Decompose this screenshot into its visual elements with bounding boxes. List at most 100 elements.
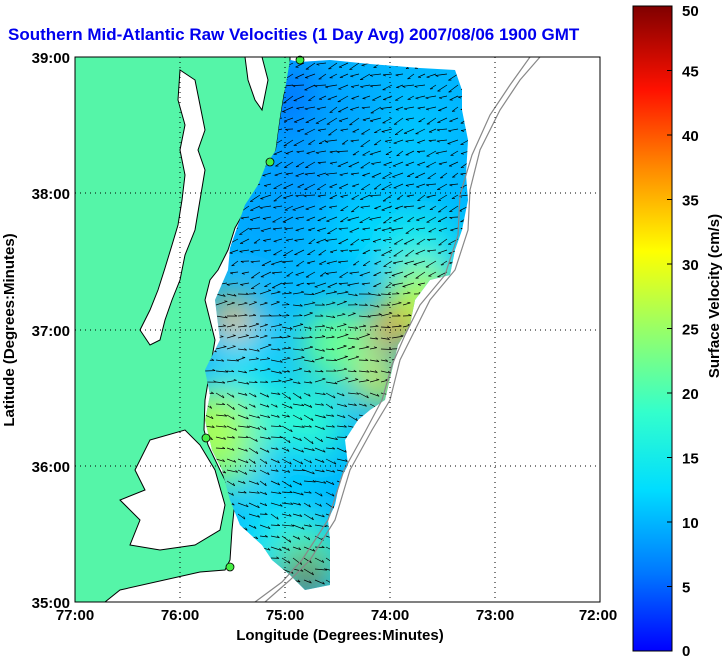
velocity-arrow-head xyxy=(321,545,325,548)
velocity-arrow xyxy=(374,128,382,134)
velocity-arrow xyxy=(383,238,393,241)
velocity-arrow-head xyxy=(304,108,308,111)
velocity-arrow-head xyxy=(312,301,316,304)
velocity-arrow xyxy=(437,216,448,222)
colorbar-gradient xyxy=(632,5,673,652)
velocity-arrow xyxy=(292,205,305,211)
velocity-arrow-head xyxy=(438,230,442,232)
velocity-arrow xyxy=(326,260,338,264)
velocity-arrow xyxy=(294,238,305,241)
velocity-arrow xyxy=(438,161,448,165)
velocity-arrow-head xyxy=(287,547,290,551)
velocity-arrow-head xyxy=(231,492,234,496)
velocity-arrow-head xyxy=(311,517,314,520)
velocity-arrow xyxy=(292,447,304,453)
velocity-arrow-head xyxy=(301,403,305,407)
velocity-arrow-head xyxy=(369,218,373,221)
velocity-arrow-head xyxy=(267,472,270,475)
velocity-arrow xyxy=(296,150,305,153)
velocity-arrow xyxy=(248,513,260,518)
colorbar-tick-label: 35 xyxy=(682,193,699,210)
velocity-arrow xyxy=(264,183,272,187)
velocity-arrow xyxy=(358,334,370,339)
velocity-arrow xyxy=(295,172,305,177)
velocity-arrow-head xyxy=(276,301,280,303)
velocity-arrow xyxy=(282,106,294,113)
velocity-arrow-head xyxy=(306,283,310,286)
velocity-arrow xyxy=(292,546,301,551)
velocity-arrow xyxy=(336,458,348,462)
velocity-arrow xyxy=(383,216,393,224)
velocity-arrow xyxy=(329,194,338,199)
velocity-arrow xyxy=(292,513,303,517)
velocity-arrow-head xyxy=(354,403,357,406)
velocity-arrow-head xyxy=(300,569,304,572)
velocity-arrow-head xyxy=(235,470,239,473)
velocity-arrow-head xyxy=(338,228,342,231)
velocity-arrow xyxy=(425,95,437,99)
velocity-arrow-head xyxy=(329,162,333,165)
velocity-arrow-head xyxy=(312,548,316,552)
velocity-arrow xyxy=(341,139,349,145)
velocity-arrow-head xyxy=(300,417,303,421)
velocity-arrow xyxy=(215,381,226,384)
velocity-arrow xyxy=(295,161,305,168)
velocity-arrow-head xyxy=(222,381,226,384)
velocity-arrow xyxy=(338,260,349,263)
velocity-arrow-head xyxy=(352,185,356,188)
velocity-arrow xyxy=(226,379,237,383)
velocity-arrow-head xyxy=(286,302,290,306)
velocity-arrow xyxy=(292,357,305,361)
velocity-arrow xyxy=(437,194,448,201)
velocity-arrow xyxy=(358,325,367,328)
velocity-arrow-head xyxy=(311,359,315,363)
velocity-arrow xyxy=(237,447,248,452)
velocity-arrow-head xyxy=(417,142,421,144)
velocity-arrow-head xyxy=(232,483,236,486)
velocity-arrow xyxy=(237,302,248,306)
velocity-arrow xyxy=(404,260,415,264)
velocity-arrow xyxy=(416,216,426,221)
velocity-arrow xyxy=(336,368,347,372)
velocity-arrow xyxy=(292,414,303,421)
velocity-arrow xyxy=(448,161,459,167)
velocity-arrow-head xyxy=(333,395,336,399)
velocity-arrow xyxy=(336,291,349,295)
velocity-arrow xyxy=(305,205,316,210)
velocity-arrow-head xyxy=(460,173,464,176)
velocity-arrow xyxy=(259,302,268,306)
velocity-arrow xyxy=(215,414,227,417)
velocity-arrow xyxy=(274,172,283,176)
velocity-arrow-head xyxy=(334,381,338,385)
velocity-arrow-head xyxy=(334,358,337,361)
velocity-arrow-head xyxy=(391,275,395,277)
velocity-arrow-head xyxy=(381,131,385,133)
velocity-arrow xyxy=(450,150,459,156)
velocity-arrow xyxy=(426,117,437,125)
velocity-arrow xyxy=(395,106,404,110)
velocity-arrows xyxy=(205,62,468,590)
velocity-arrow xyxy=(369,194,382,197)
velocity-arrow-head xyxy=(288,560,291,564)
velocity-arrow xyxy=(358,315,371,318)
velocity-arrow xyxy=(427,249,437,252)
velocity-arrow xyxy=(226,425,237,431)
velocity-arrow xyxy=(295,271,305,276)
velocity-arrow xyxy=(347,356,360,361)
velocity-arrow xyxy=(392,161,404,167)
velocity-arrow-head xyxy=(349,272,353,275)
velocity-arrow-head xyxy=(407,78,411,80)
velocity-arrow xyxy=(382,194,393,202)
chart-title: Southern Mid-Atlantic Raw Velocities (1 … xyxy=(8,25,580,44)
velocity-arrow xyxy=(314,458,325,463)
velocity-arrow xyxy=(270,491,282,495)
velocity-arrow xyxy=(292,403,304,407)
velocity-arrow xyxy=(439,172,448,179)
velocity-arrow xyxy=(237,381,250,385)
velocity-arrow-head xyxy=(339,174,343,177)
velocity-arrow xyxy=(402,84,415,87)
velocity-arrow xyxy=(385,150,393,155)
velocity-arrow xyxy=(336,334,349,339)
velocity-arrow xyxy=(350,73,360,77)
velocity-arrow-head xyxy=(211,425,215,428)
